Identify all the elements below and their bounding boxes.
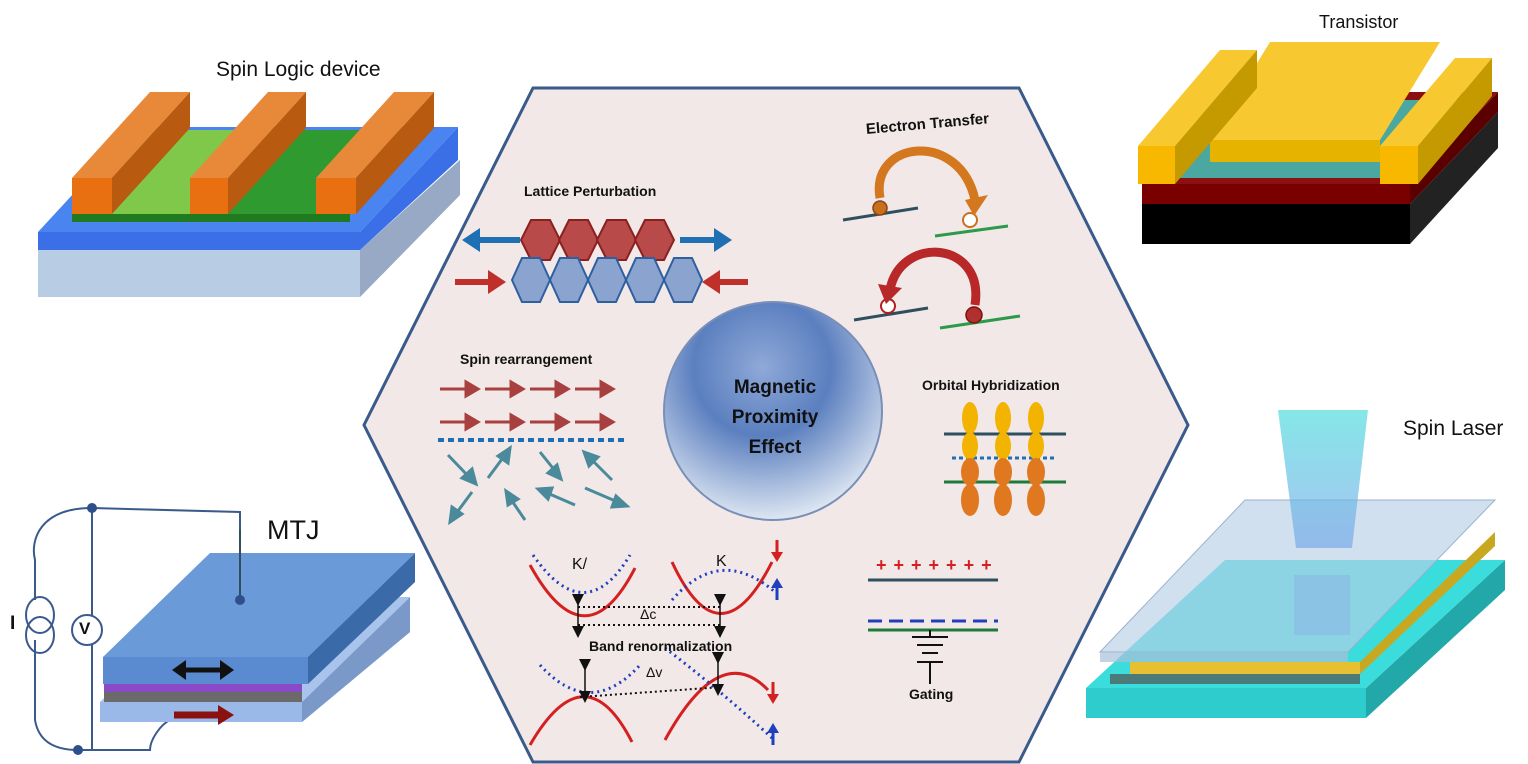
- gating-illustration: [868, 578, 998, 684]
- electron-transfer-illustration: [842, 146, 1021, 330]
- spin-rearrangement-illustration: [440, 379, 616, 432]
- spin-laser-label: Spin Laser: [1403, 417, 1504, 440]
- positive-charges: + + + + + + +: [876, 555, 993, 575]
- k-prime-label: K/: [572, 556, 588, 573]
- spin-laser-device: [1086, 410, 1505, 718]
- gating-label: Gating: [909, 686, 954, 702]
- proximity-sphere: [663, 301, 883, 521]
- spin-logic-device: [38, 92, 460, 297]
- transistor-device: [1138, 42, 1498, 244]
- center-line-3: Effect: [748, 437, 802, 458]
- mtj-device: [25, 503, 415, 755]
- mtj-current-label: I: [10, 613, 16, 634]
- spin-logic-label: Spin Logic device: [216, 58, 381, 81]
- spin-rearrangement-label: Spin rearrangement: [460, 351, 593, 367]
- delta-c-label: Δc: [640, 606, 657, 622]
- lattice-label: Lattice Perturbation: [524, 183, 657, 199]
- center-line-1: Magnetic: [733, 377, 817, 398]
- mtj-label: MTJ: [267, 515, 320, 545]
- lattice-illustration: [455, 219, 748, 303]
- spin-arrows-k: [767, 540, 783, 745]
- center-title: Magnetic Proximity Effect: [690, 373, 860, 463]
- transistor-label: Transistor: [1319, 12, 1399, 32]
- center-line-2: Proximity: [731, 407, 819, 428]
- k-label: K: [716, 553, 727, 570]
- orbital-label: Orbital Hybridization: [922, 377, 1060, 393]
- orbital-illustration: [944, 402, 1066, 516]
- disordered-spins: [446, 444, 631, 526]
- band-label: Band renormalization: [589, 638, 733, 654]
- band-illustration: [528, 554, 776, 746]
- delta-v-label: Δv: [646, 664, 663, 680]
- mtj-voltage-label: V: [79, 619, 91, 638]
